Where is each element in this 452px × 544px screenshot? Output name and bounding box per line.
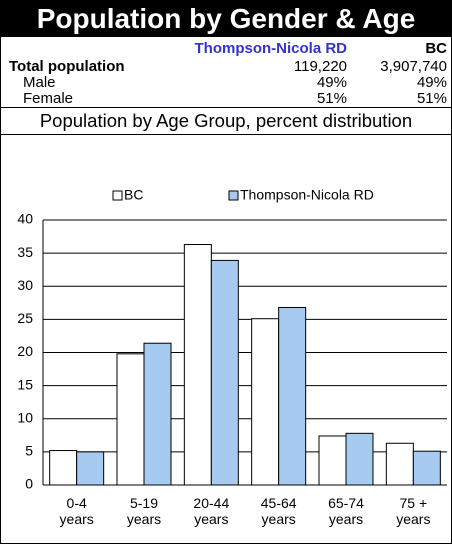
bar [116,353,145,486]
cell [9,39,155,59]
population-table: Thompson-Nicola RD BC Total population 1… [9,39,447,107]
legend-label: Thompson-Nicola RD [240,187,374,203]
legend-label: BC [124,187,143,203]
table-row: Total population 119,220 3,907,740 [9,59,447,75]
bar [318,435,347,486]
bar [278,306,307,486]
y-tick-label: 10 [17,409,33,425]
y-tick-label: 0 [25,476,33,492]
bar [210,259,239,486]
legend-swatch [112,190,123,201]
bar [49,450,78,486]
cell: 119,220 [293,58,347,75]
x-tick-label: 0-4 years [59,495,94,527]
y-tick-label: 25 [17,310,33,326]
bar [143,342,172,486]
legend-swatch [228,190,239,201]
table-row: Female 51% 51% [9,91,447,107]
chart: 0 5 10 15 20 25 30 35 40 BC Thompson-Nicola RD [17,187,447,492]
cell: 49% [416,74,447,91]
y-tick-label: 30 [17,277,33,293]
table-header: Thompson-Nicola RD BC [9,39,448,59]
bar [345,432,374,486]
row-label: Total population [9,58,125,75]
x-tick-label: 75 + years [396,495,431,527]
row-label: Male [23,74,56,91]
table-row: Male 49% 49% [9,75,447,91]
page-title: Population by Gender & Age [1,1,451,37]
cell: 51% [316,90,347,107]
column-header: BC [425,40,447,57]
y-tick-label: 20 [17,343,33,359]
x-tick-label: 65-74 years [328,495,364,527]
column-header: Thompson-Nicola RD [194,40,348,57]
x-tick-label: 45-64 years [260,495,297,527]
x-tick-label: 5-19 years [126,495,162,527]
row-label: Female [23,90,74,107]
cell: 3,907,740 [380,58,447,75]
bar [76,451,105,486]
bar [251,318,280,486]
section-title: Population by Age Group, percent distrib… [1,107,451,135]
y-tick-label: 5 [25,443,33,459]
bar [412,450,441,486]
y-tick-label: 15 [17,376,33,392]
cell: 51% [416,90,447,107]
cell: 49% [316,74,347,91]
y-tick-label: 40 [17,211,33,227]
bar [183,244,212,486]
x-tick-label: 20-44 years [193,495,230,527]
y-tick-label: 35 [17,244,33,260]
bar [385,442,414,486]
